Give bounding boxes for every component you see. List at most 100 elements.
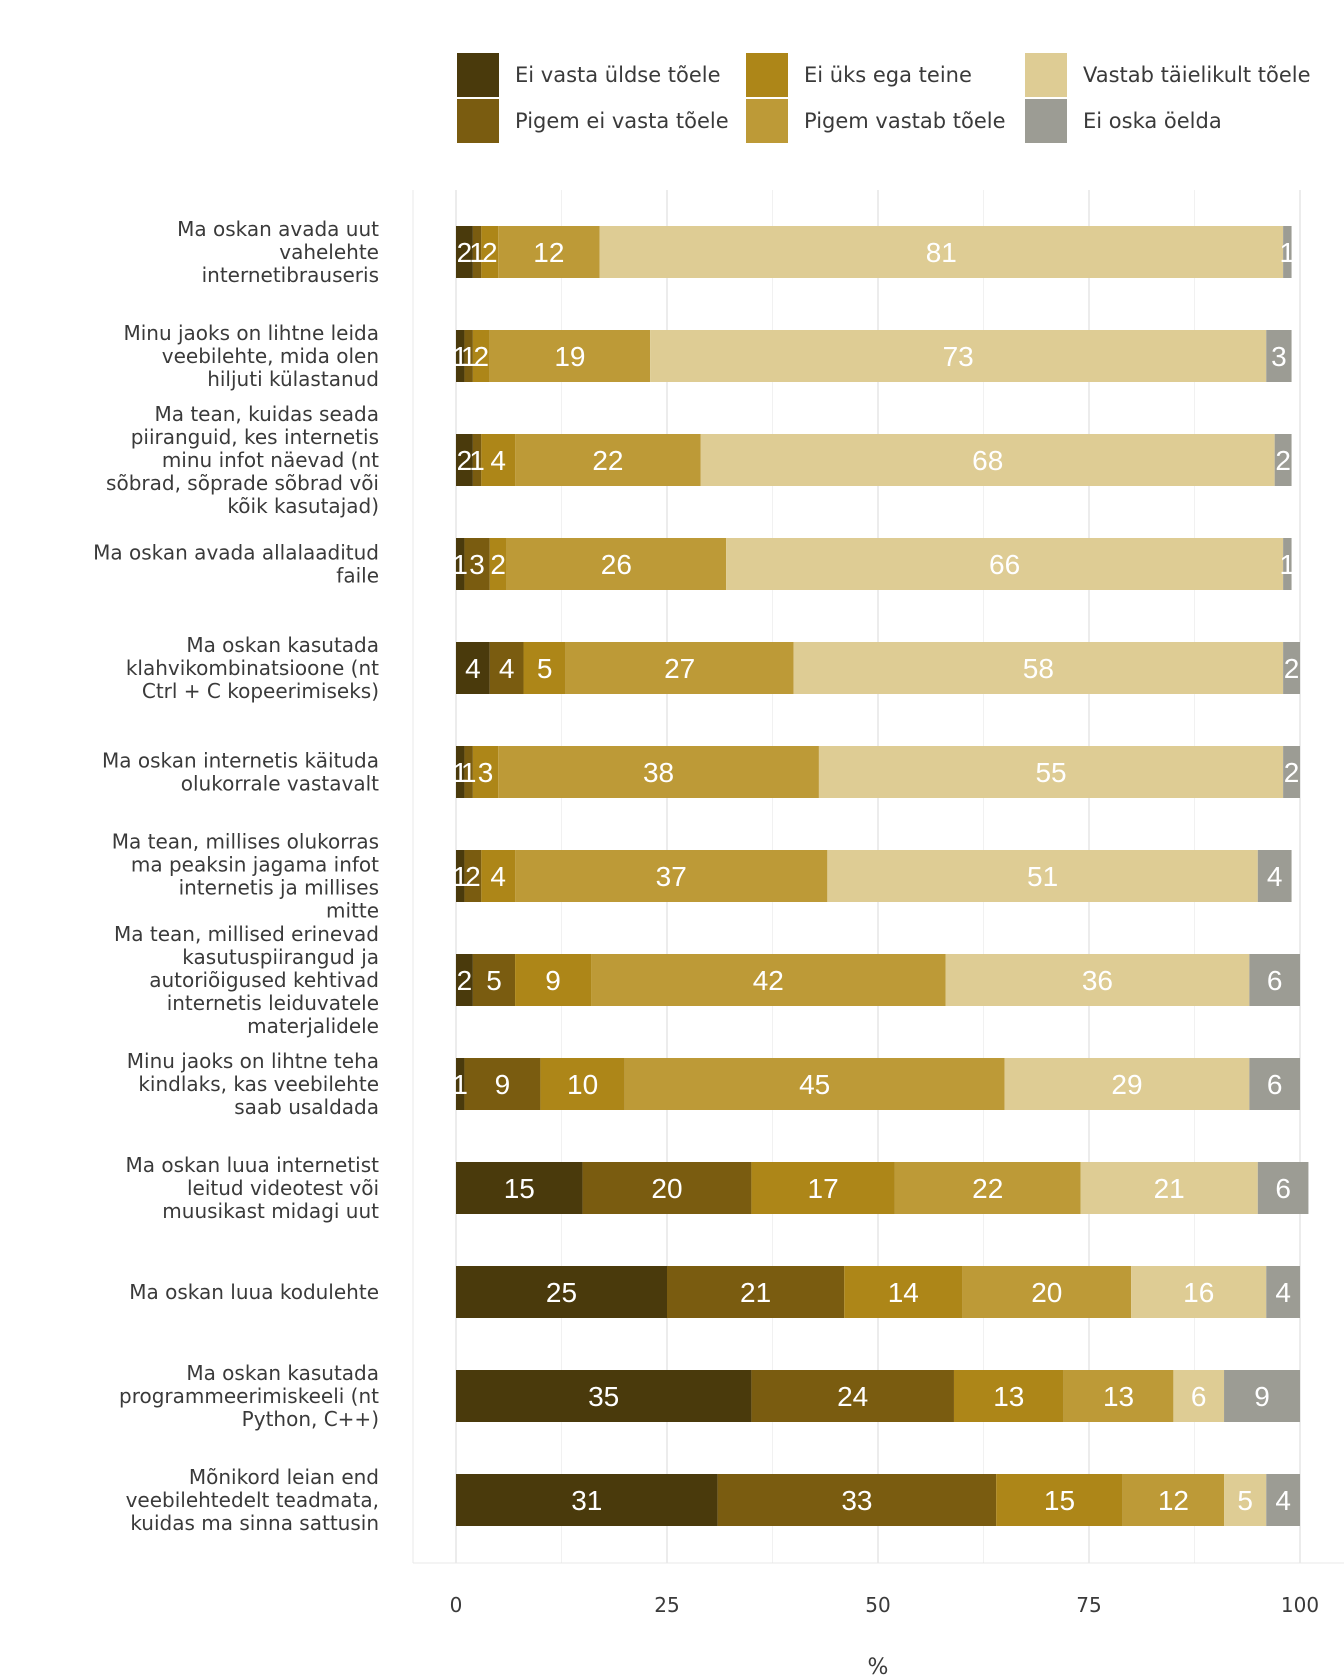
bar-segment [456, 1474, 718, 1526]
bar-value-label: 29 [1111, 1069, 1142, 1100]
x-axis-title: % [868, 1655, 889, 1680]
bar-segment [464, 746, 473, 798]
category-label: Ma oskan luua kodulehte [129, 1280, 379, 1304]
bar-segment [472, 226, 482, 278]
category-label: Minu jaoks on lihtne leida veebilehte, mi… [123, 321, 379, 391]
bar-value-label: 13 [1103, 1381, 1134, 1412]
bar-row: 12 4 37 51 4 [452, 850, 1292, 902]
legend-swatch [457, 53, 499, 97]
bar-segment [481, 226, 499, 278]
bar-row: 1 3 2 26 66 1 [452, 538, 1295, 590]
bar-value-label: 4 [1275, 1277, 1291, 1308]
legend-swatch [457, 99, 499, 143]
bar-value-label: 22 [592, 445, 623, 476]
bar-segment [464, 1058, 541, 1110]
bar-value-label: 5 [537, 653, 553, 684]
bar-segment [591, 954, 946, 1006]
bar-value-label: 45 [799, 1069, 830, 1100]
bar-segment [456, 746, 465, 798]
bar-segment [472, 746, 499, 798]
bar-segment [1266, 330, 1292, 382]
bar-value-label: 12 [533, 237, 564, 268]
bar-segment [1122, 1474, 1225, 1526]
bar-value-label: 33 [841, 1485, 872, 1516]
bar-segment [515, 434, 701, 486]
x-tick-label: 75 [1076, 1593, 1101, 1617]
bar-segment [1224, 1370, 1300, 1422]
bar-value-label: 58 [1023, 653, 1054, 684]
legend-swatch [1025, 53, 1067, 97]
bar-value-label: 1 [452, 861, 468, 892]
bar-segment [565, 642, 794, 694]
category-label: Ma oskan luua internetist leitud videotes… [126, 1153, 380, 1223]
bar-value-label: 6 [1267, 1069, 1283, 1100]
bar-value-label: 38 [643, 757, 674, 788]
bar-segment [751, 1370, 954, 1422]
bar-segment [1063, 1370, 1174, 1422]
category-label: Ma oskan avada allalaaditud faile [93, 541, 379, 588]
legend-item: Pigem ei vasta tõele [457, 99, 729, 143]
category-labels: Ma oskan avada uut vahelehte internetibrau… [93, 217, 379, 1535]
category-label: Ma tean, millises olukorras ma peaksin ja… [112, 830, 379, 923]
x-tick-label: 0 [450, 1593, 463, 1617]
bar-value-label: 36 [1082, 965, 1113, 996]
bar-value-label: 66 [989, 549, 1020, 580]
bar-segment [456, 850, 465, 902]
bar-value-label: 22 [972, 1173, 1003, 1204]
bar-value-label: 4 [465, 653, 481, 684]
bar-value-label: 51 [1027, 861, 1058, 892]
bar-value-label: 1 [1280, 237, 1296, 268]
bar-segment [894, 1162, 1081, 1214]
bar-value-label: 19 [554, 341, 585, 372]
bar-row: 2 5 9 42 36 6 [456, 954, 1300, 1006]
x-tick-label: 50 [865, 1593, 890, 1617]
bar-row: 212 12 81 1 [456, 226, 1295, 278]
bar-segment [1257, 1162, 1309, 1214]
legend-label: Ei vasta üldse tõele [515, 63, 721, 87]
bar-row: 112 19 73 3 [452, 330, 1292, 382]
bar-segment [456, 1058, 465, 1110]
bar-row: 31 33 15 12 5 4 [456, 1474, 1300, 1526]
bar-segment [515, 850, 828, 902]
bar-row: 11 3 38 55 2 [452, 746, 1300, 798]
bar-value-label: 5 [486, 965, 502, 996]
bar-segment [1224, 1474, 1267, 1526]
bar-segment [481, 434, 516, 486]
bar-value-label: 2 [1275, 445, 1291, 476]
bar-segment [717, 1474, 997, 1526]
bar-row: 1 9 10 45 29 6 [452, 1058, 1300, 1110]
legend: Ei vasta üldse tõele Pigem ei vasta tõele… [457, 53, 1311, 143]
bar-segment [464, 330, 473, 382]
category-label: Ma tean, kuidas seada piiranguid, kes int… [106, 402, 379, 518]
bar-value-label: 24 [837, 1381, 868, 1412]
bar-segment [996, 1474, 1123, 1526]
bar-row: 15 20 17 22 21 6 [456, 1162, 1309, 1214]
bar-segment [751, 1162, 895, 1214]
bar-segment [515, 954, 592, 1006]
bar-segment [506, 538, 727, 590]
bar-value-label: 25 [546, 1277, 577, 1308]
bar-segment [464, 850, 482, 902]
bar-value-label: 12 [1158, 1485, 1189, 1516]
bar-segment [472, 434, 482, 486]
bar-segment [456, 330, 465, 382]
bar-value-label: 26 [601, 549, 632, 580]
bar-value-label: 6 [1191, 1381, 1207, 1412]
bar-value-label: 15 [1044, 1485, 1075, 1516]
bar-value-label: 35 [588, 1381, 619, 1412]
bar-value-label: 4 [490, 861, 506, 892]
legend-item: Ei vasta üldse tõele [457, 53, 721, 97]
bar-value-label: 37 [656, 861, 687, 892]
bar-value-label: 20 [1031, 1277, 1062, 1308]
bar-segment [456, 642, 490, 694]
bar-segment [464, 538, 490, 590]
legend-label: Ei oska öelda [1083, 109, 1222, 133]
x-tick-label: 25 [654, 1593, 679, 1617]
bar-segment [953, 1370, 1064, 1422]
bar-segment [844, 1266, 963, 1318]
bar-value-label: 73 [943, 341, 974, 372]
bar-value-label: 1 [452, 1069, 468, 1100]
bar-value-label: 68 [972, 445, 1003, 476]
bar-segment [472, 954, 516, 1006]
